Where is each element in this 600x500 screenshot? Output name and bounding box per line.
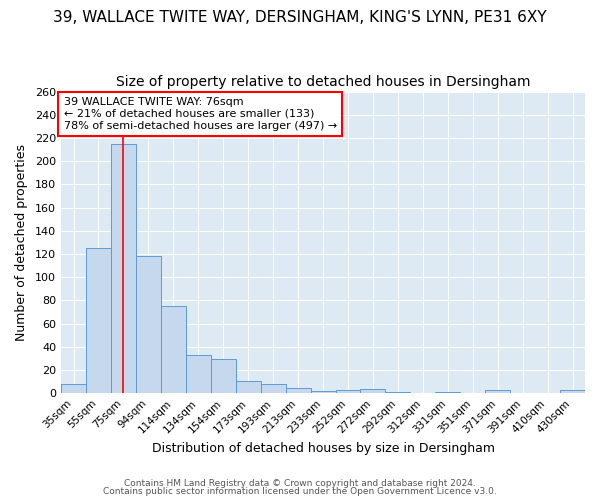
Bar <box>361 388 385 394</box>
Bar <box>560 390 585 394</box>
Bar <box>61 384 86 394</box>
Bar <box>385 392 410 394</box>
Bar <box>335 390 361 394</box>
Bar <box>136 256 161 394</box>
Bar <box>436 392 460 394</box>
Bar <box>111 144 136 394</box>
Y-axis label: Number of detached properties: Number of detached properties <box>15 144 28 341</box>
Text: Contains public sector information licensed under the Open Government Licence v3: Contains public sector information licen… <box>103 487 497 496</box>
Text: 39, WALLACE TWITE WAY, DERSINGHAM, KING'S LYNN, PE31 6XY: 39, WALLACE TWITE WAY, DERSINGHAM, KING'… <box>53 10 547 25</box>
Bar <box>311 391 335 394</box>
Title: Size of property relative to detached houses in Dersingham: Size of property relative to detached ho… <box>116 75 530 89</box>
Bar <box>86 248 111 394</box>
X-axis label: Distribution of detached houses by size in Dersingham: Distribution of detached houses by size … <box>152 442 494 455</box>
Bar <box>161 306 186 394</box>
Bar <box>186 355 211 394</box>
Text: Contains HM Land Registry data © Crown copyright and database right 2024.: Contains HM Land Registry data © Crown c… <box>124 478 476 488</box>
Text: 39 WALLACE TWITE WAY: 76sqm
← 21% of detached houses are smaller (133)
78% of se: 39 WALLACE TWITE WAY: 76sqm ← 21% of det… <box>64 98 337 130</box>
Bar <box>286 388 311 394</box>
Bar <box>485 390 510 394</box>
Bar <box>211 358 236 394</box>
Bar <box>236 380 260 394</box>
Bar <box>260 384 286 394</box>
